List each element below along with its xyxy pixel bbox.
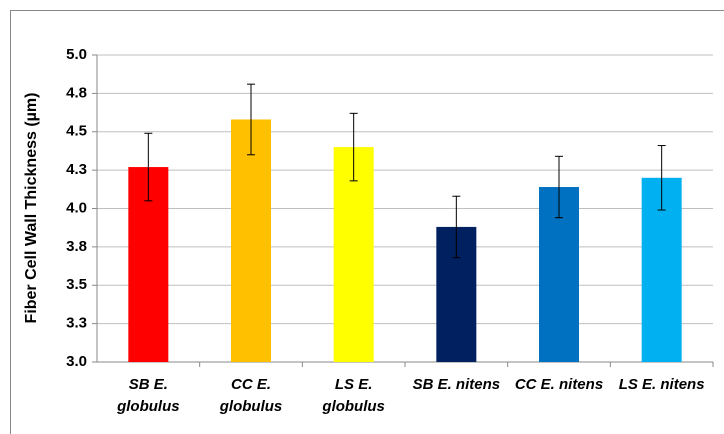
y-axis-label: Fiber Cell Wall Thickness (µm) [23,93,40,324]
x-tick-label: CC E. globulus [219,376,283,415]
y-tick-label: 3.5 [66,276,87,293]
chart-border [10,10,724,434]
y-tick-label: 3.0 [66,353,87,370]
bar [333,147,374,362]
error-bar [555,155,563,219]
y-tick-label: 3.8 [66,238,87,255]
x-tick-label: SB E. nitens [412,376,501,393]
x-tick-label: LS E. globulus [322,376,385,415]
error-bar [349,112,358,182]
error-bar [144,132,153,202]
bar [231,119,271,362]
x-tick-label: LS E. nitens [618,376,705,393]
x-tick-label: CC E. nitens [514,376,604,393]
y-tick-label: 4.0 [66,199,87,216]
error-bar [452,195,461,259]
y-tick-label: 3.3 [66,315,87,332]
y-tick-label: 4.8 [66,84,87,101]
y-tick-label: 5.0 [66,46,87,63]
y-tick-label: 4.3 [66,161,87,178]
x-tick-label: SB E. globulus [117,376,180,415]
error-bar [247,83,255,156]
y-tick-label: 4.5 [66,123,87,140]
error-bar [657,145,666,211]
